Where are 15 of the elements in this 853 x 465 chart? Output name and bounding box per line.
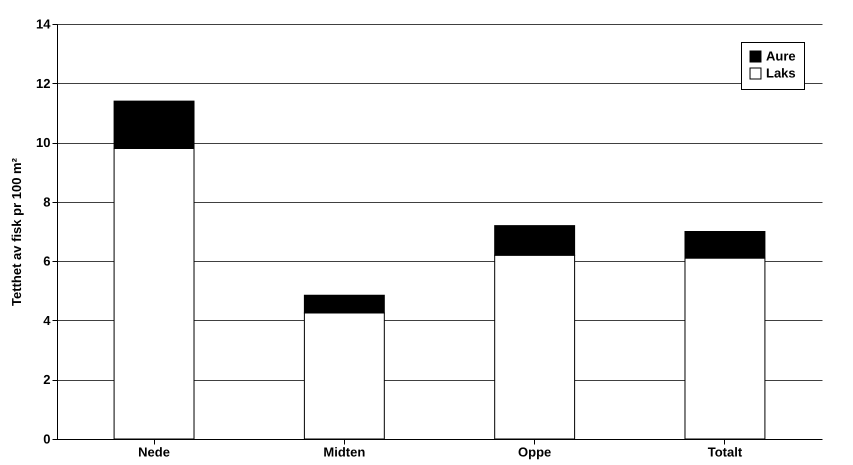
y-tick-label: 2 (43, 372, 50, 388)
y-axis-title: Tetthet av fisk pr 100 m² (9, 157, 24, 306)
x-tick-label: Oppe (518, 444, 552, 460)
y-tick-label: 14 (36, 16, 52, 32)
y-tick-label: 4 (43, 312, 52, 328)
y-tick-label: 0 (43, 432, 50, 446)
x-tick-label: Nede (138, 444, 170, 460)
y-tick-label: 12 (36, 76, 50, 91)
x-tick-label: Totalt (708, 444, 743, 460)
legend-label: Laks (766, 66, 796, 80)
y-tick-label: 6 (43, 254, 50, 269)
y-tick-label: 10 (36, 135, 50, 150)
legend-label: Aure (766, 48, 796, 64)
x-tick-label: Midten (323, 444, 366, 460)
y-tick-label: 8 (43, 194, 50, 210)
